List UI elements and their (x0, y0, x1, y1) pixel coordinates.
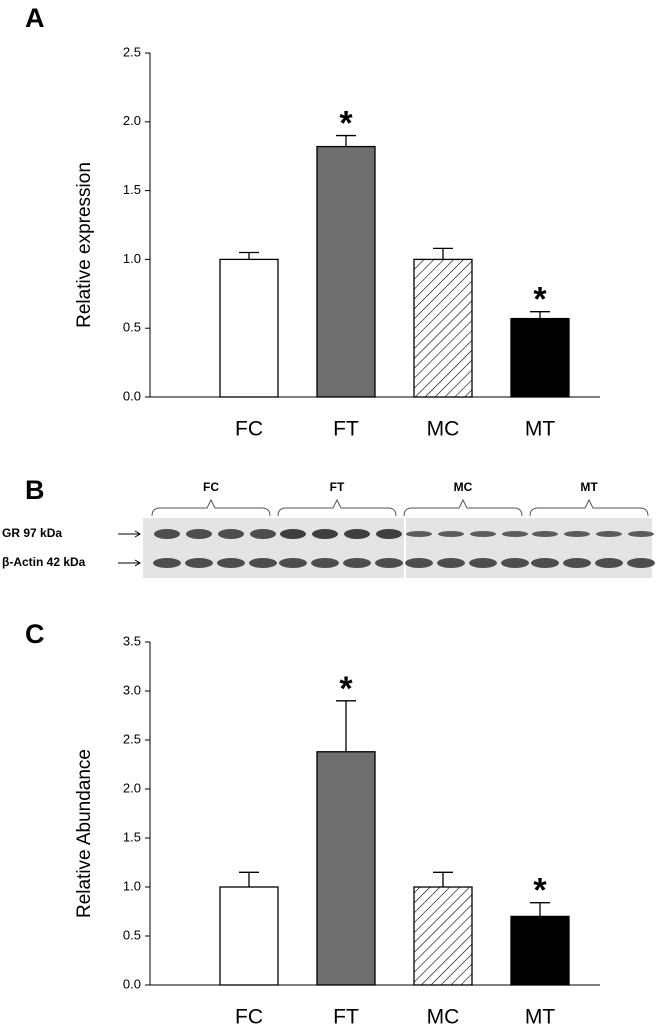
gr-band (250, 529, 276, 539)
bar (413, 258, 473, 398)
gr-band (502, 531, 528, 537)
group-bracket (529, 498, 649, 517)
group-label: FT (330, 480, 345, 494)
significance-marker: * (533, 281, 547, 319)
x-tick-label: MT (525, 418, 555, 441)
y-tick-label: 3.0 (123, 682, 141, 697)
y-tick-label: 1.5 (123, 829, 141, 844)
y-tick-label: 2.0 (123, 780, 141, 795)
y-tick-label: 2.0 (123, 113, 141, 128)
gr-band (154, 529, 180, 539)
x-tick-label: MC (427, 418, 460, 441)
group-label: MC (454, 480, 473, 494)
actin-band (217, 558, 245, 568)
significance-marker: * (339, 105, 353, 143)
actin-band (153, 558, 181, 568)
y-tick-label: 1.0 (123, 251, 141, 266)
actin-band (563, 558, 591, 568)
actin-band (501, 558, 529, 568)
y-tick-label: 2.5 (123, 731, 141, 746)
y-tick-label: 0.0 (123, 388, 141, 403)
panel-label: C (25, 619, 45, 649)
actin-band (311, 558, 339, 568)
bar (510, 915, 570, 986)
panel-label: A (25, 3, 45, 33)
x-tick-label: FC (235, 1006, 263, 1029)
group-bracket (403, 498, 523, 517)
gr-band (280, 529, 306, 539)
gr-band (532, 531, 558, 537)
gr-band (344, 529, 370, 539)
actin-band (375, 558, 403, 568)
y-tick-label: 1.5 (123, 182, 141, 197)
actin-band (437, 558, 465, 568)
actin-band (249, 558, 277, 568)
y-axis-label: Relative Abundance (74, 749, 95, 918)
gr-band (564, 531, 590, 537)
gr-band (470, 531, 496, 537)
actin-band (531, 558, 559, 568)
y-tick-label: 0.5 (123, 320, 141, 335)
significance-marker: * (339, 670, 353, 708)
row-label: β-Actin 42 kDa (2, 555, 86, 569)
gr-band (628, 531, 654, 537)
actin-band (595, 558, 623, 568)
y-axis-label: Relative expression (74, 162, 95, 328)
gr-band (186, 529, 212, 539)
group-bracket (151, 498, 271, 517)
actin-band (279, 558, 307, 568)
row-arrow (118, 530, 141, 538)
blot-background (143, 518, 652, 578)
group-label: MT (580, 480, 598, 494)
panel-label: B (25, 475, 45, 505)
bar (510, 317, 570, 398)
actin-band (405, 558, 433, 568)
gr-band (218, 529, 244, 539)
x-tick-label: FT (333, 418, 359, 441)
x-tick-label: FC (235, 418, 263, 441)
gr-band (438, 531, 464, 537)
group-bracket (277, 498, 397, 517)
y-tick-label: 2.5 (123, 44, 141, 59)
gr-band (376, 529, 402, 539)
y-tick-label: 1.0 (123, 878, 141, 893)
group-label: FC (203, 480, 219, 494)
significance-marker: * (533, 872, 547, 910)
row-label: GR 97 kDa (2, 526, 62, 540)
actin-band (627, 558, 655, 568)
x-tick-label: FT (333, 1006, 359, 1029)
x-tick-label: MT (525, 1006, 555, 1029)
y-tick-label: 0.5 (123, 927, 141, 942)
actin-band (343, 558, 371, 568)
gr-band (596, 531, 622, 537)
gr-band (406, 531, 432, 537)
x-tick-label: MC (427, 1006, 460, 1029)
bar (316, 751, 376, 986)
y-tick-label: 0.0 (123, 976, 141, 991)
actin-band (469, 558, 497, 568)
actin-band (185, 558, 213, 568)
y-tick-label: 3.5 (123, 633, 141, 648)
row-arrow (118, 559, 141, 567)
bar (316, 145, 376, 398)
bar (413, 886, 473, 986)
bar (219, 258, 279, 398)
bar (219, 886, 279, 986)
gr-band (312, 529, 338, 539)
